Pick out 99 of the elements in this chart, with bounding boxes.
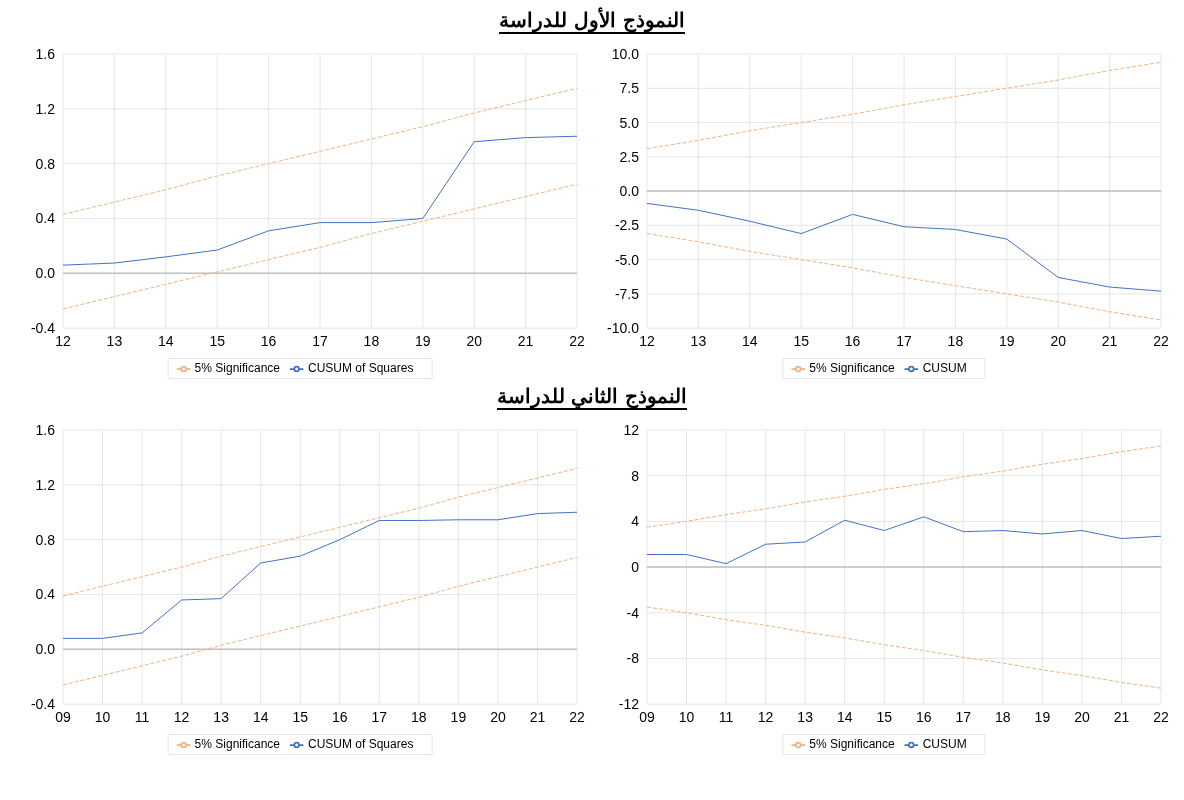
legend-label: 5% Significance (194, 737, 281, 752)
x-tick-label: 21 (517, 333, 534, 350)
x-tick-label: 16 (844, 333, 861, 350)
y-tick-label: -12 (618, 696, 640, 713)
x-tick-label: 17 (312, 333, 328, 350)
line-series (62, 511, 578, 639)
y-tick-label: 12 (623, 421, 640, 438)
x-tick-label: 18 (411, 709, 427, 726)
legend-label: CUSUM of Squares (308, 361, 414, 376)
x-tick-label: 15 (292, 709, 309, 726)
x-tick-label: 10 (94, 709, 111, 726)
y-tick-label: 1.2 (35, 476, 56, 493)
x-tick-label: 18 (995, 709, 1011, 726)
y-tick-label: 0 (631, 559, 640, 576)
x-tick-label: 13 (690, 333, 707, 350)
legend-label: CUSUM (922, 361, 967, 376)
y-tick-label: 10.0 (611, 45, 640, 62)
line-series (646, 202, 1162, 292)
y-tick-label: 0.0 (35, 265, 56, 282)
legend-label: 5% Significance (809, 361, 895, 376)
y-tick-label: 0.4 (35, 586, 56, 603)
line-series (62, 183, 578, 310)
legend-label: 5% Significance (809, 737, 895, 752)
x-tick-label: 14 (742, 333, 758, 350)
x-tick-label: 21 (1101, 333, 1118, 350)
line-series (62, 87, 578, 215)
x-tick-label: 22 (1153, 709, 1169, 726)
line-series (646, 445, 1162, 528)
x-tick-label: 19 (999, 333, 1015, 350)
x-tick-label: 19 (450, 709, 467, 726)
x-tick-label: 13 (213, 709, 230, 726)
x-tick-label: 15 (876, 709, 893, 726)
line-series (646, 606, 1162, 689)
x-tick-label: 10 (678, 709, 695, 726)
legend-label: CUSUM of Squares (308, 737, 414, 752)
y-tick-label: 0.4 (35, 210, 56, 227)
y-tick-label: 1.6 (35, 421, 56, 438)
y-tick-label: -0.4 (30, 320, 56, 337)
x-tick-label: 09 (55, 709, 71, 726)
y-tick-label: 8 (631, 467, 640, 484)
x-tick-label: 12 (173, 709, 190, 726)
x-tick-label: 16 (331, 709, 348, 726)
x-tick-label: 16 (915, 709, 932, 726)
x-tick-label: 15 (209, 333, 226, 350)
x-tick-label: 17 (896, 333, 912, 350)
y-tick-label: -7.5 (614, 285, 640, 302)
x-tick-label: 17 (371, 709, 388, 726)
x-tick-label: 15 (793, 333, 810, 350)
x-tick-label: 09 (639, 709, 655, 726)
x-tick-label: 22 (1153, 333, 1169, 350)
x-tick-label: 11 (134, 709, 150, 726)
x-tick-label: 20 (1074, 709, 1090, 726)
y-tick-label: -10.0 (607, 320, 640, 337)
x-tick-label: 17 (955, 709, 972, 726)
x-tick-label: 20 (490, 709, 506, 726)
chart-title: النموذج الأول للدراسة (499, 8, 685, 34)
x-tick-label: 13 (797, 709, 814, 726)
x-tick-label: 21 (529, 709, 546, 726)
y-tick-label: -5.0 (614, 251, 640, 268)
x-tick-label: 19 (415, 333, 431, 350)
y-tick-label: -0.4 (30, 696, 56, 713)
line-series (62, 556, 578, 686)
x-tick-label: 14 (158, 333, 174, 350)
x-tick-label: 20 (1050, 333, 1067, 350)
x-tick-label: 22 (569, 709, 585, 726)
x-tick-label: 22 (569, 333, 585, 350)
y-tick-label: 0.0 (35, 641, 56, 658)
chart-title: النموذج الثاني للدراسة (496, 384, 688, 410)
line-series (646, 233, 1162, 321)
x-tick-label: 14 (252, 709, 269, 726)
y-tick-label: 4 (631, 513, 640, 530)
y-tick-label: 0.8 (35, 155, 56, 172)
x-tick-label: 21 (1113, 709, 1130, 726)
x-tick-label: 13 (106, 333, 123, 350)
y-tick-label: 0.0 (619, 183, 640, 200)
legend-label: 5% Significance (194, 361, 281, 376)
y-tick-label: -2.5 (614, 217, 640, 234)
line-series (62, 135, 578, 266)
y-tick-label: 1.2 (35, 100, 56, 117)
x-tick-label: 14 (836, 709, 853, 726)
x-tick-label: 20 (466, 333, 483, 350)
y-tick-label: 2.5 (619, 148, 640, 165)
x-tick-label: 11 (718, 709, 734, 726)
line-series (646, 516, 1162, 565)
y-tick-label: -4 (626, 604, 640, 621)
y-tick-label: 1.6 (35, 45, 56, 62)
x-tick-label: 18 (947, 333, 964, 350)
line-series (646, 61, 1162, 150)
x-tick-label: 12 (55, 333, 71, 350)
y-tick-label: 7.5 (619, 80, 640, 97)
x-tick-label: 16 (260, 333, 277, 350)
x-tick-label: 12 (757, 709, 774, 726)
line-series (62, 467, 578, 597)
legend-label: CUSUM (922, 737, 967, 752)
y-tick-label: 5.0 (619, 114, 640, 131)
x-tick-label: 19 (1034, 709, 1051, 726)
x-tick-label: 18 (363, 333, 380, 350)
y-tick-label: 0.8 (35, 531, 56, 548)
y-tick-label: -8 (626, 650, 640, 667)
